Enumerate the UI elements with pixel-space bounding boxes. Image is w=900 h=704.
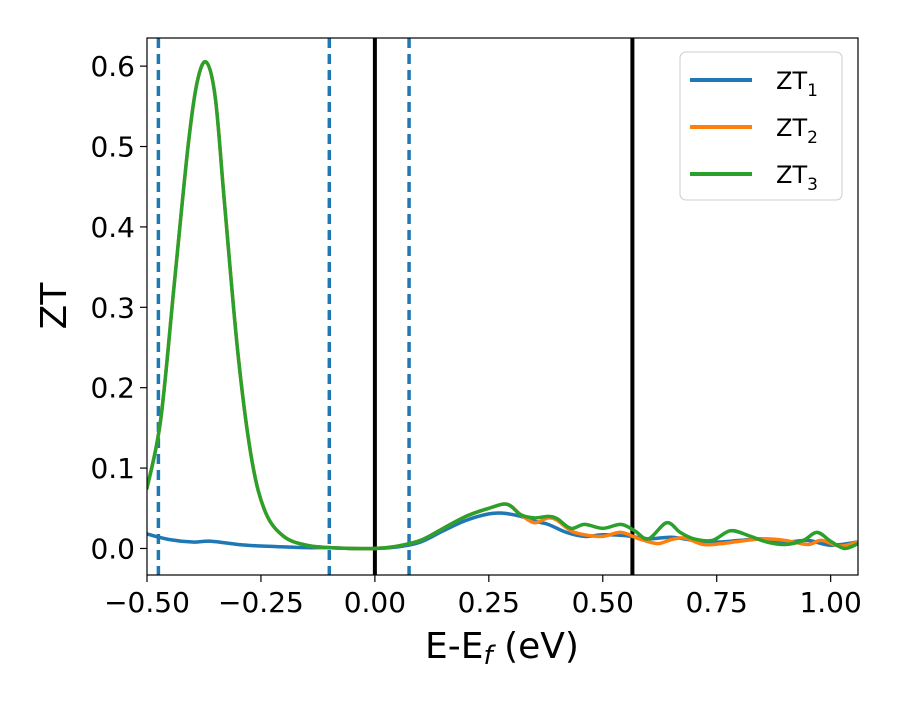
x-tick-label: 0.00	[344, 586, 406, 619]
legend-label-3: ZT3	[776, 161, 818, 195]
y-axis: 0.0 0.1 0.2 0.3 0.4 0.5 0.6	[90, 50, 147, 565]
x-axis: −0.50 −0.25 0.00 0.25 0.50 0.75 1.00	[104, 575, 862, 619]
x-tick-label: 0.75	[686, 586, 748, 619]
x-tick-label: 0.25	[458, 586, 520, 619]
x-tick-label: −0.25	[218, 586, 304, 619]
x-axis-title: E-Ef (eV)	[425, 626, 579, 671]
legend-box	[679, 51, 843, 201]
x-tick-label: 1.00	[799, 586, 861, 619]
y-tick-label: 0.2	[90, 372, 135, 405]
y-axis-title: ZT	[34, 282, 75, 330]
legend: ZT1 ZT2 ZT3	[679, 51, 843, 201]
y-tick-label: 0.3	[90, 291, 135, 324]
series-line-3	[147, 59, 858, 551]
reference-lines	[156, 38, 635, 575]
y-tick-label: 0.5	[90, 131, 135, 164]
y-tick-label: 0.0	[90, 532, 135, 565]
x-tick-label: −0.50	[104, 586, 190, 619]
y-tick-label: 0.1	[90, 452, 135, 485]
x-tick-label: 0.50	[572, 586, 634, 619]
legend-label-1: ZT1	[776, 67, 818, 101]
series-lines	[147, 59, 858, 551]
legend-label-2: ZT2	[776, 114, 818, 148]
y-tick-label: 0.4	[90, 211, 135, 244]
plot-frame	[146, 37, 859, 576]
y-tick-label: 0.6	[90, 50, 135, 83]
